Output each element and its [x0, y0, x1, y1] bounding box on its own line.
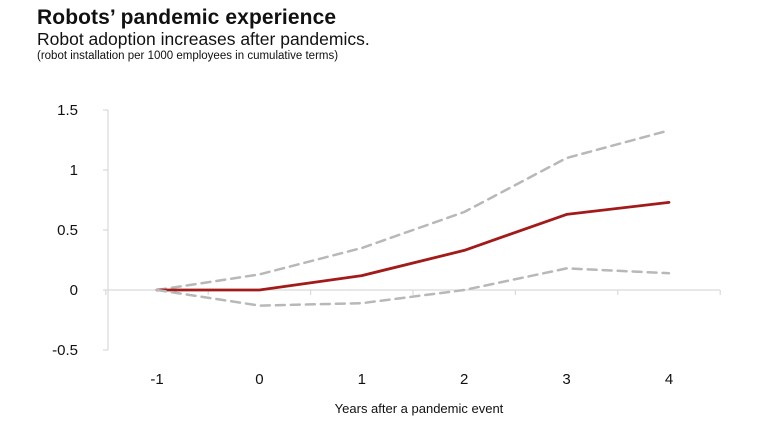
y-tick-label: 0 [70, 282, 78, 299]
series-line-upper-bound [155, 129, 671, 292]
x-tick-label: 2 [460, 371, 468, 388]
x-axis-title: Years after a pandemic event [335, 401, 504, 416]
x-tick-label: -1 [150, 371, 163, 388]
y-tick-label: -0.5 [52, 342, 78, 359]
x-tick-label: 1 [358, 371, 366, 388]
y-tick-label: 1.5 [57, 102, 78, 119]
chart-note: (robot installation per 1000 employees i… [37, 50, 339, 62]
chart-title: Robots’ pandemic experience [37, 6, 337, 29]
chart-subtitle: Robot adoption increases after pandemics… [37, 29, 370, 49]
x-tick-label: 3 [562, 371, 570, 388]
y-tick-label: 1 [70, 162, 78, 179]
x-tick-label: 0 [255, 371, 263, 388]
series-line-estimate [155, 200, 671, 292]
y-tick-label: 0.5 [57, 222, 78, 239]
x-tick-label: 4 [665, 371, 673, 388]
series-line-lower-bound [155, 267, 671, 307]
